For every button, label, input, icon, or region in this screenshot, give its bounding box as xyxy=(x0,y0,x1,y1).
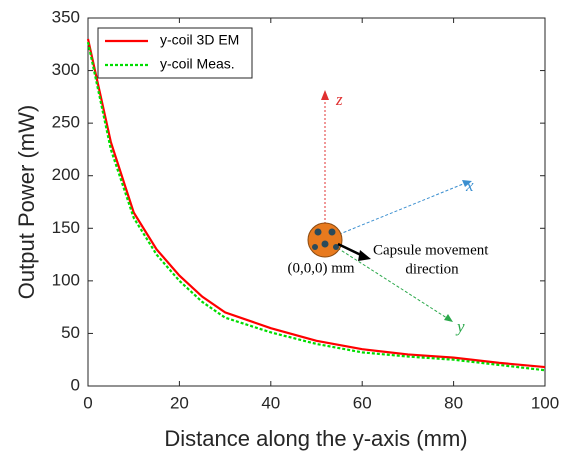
y-tick-label: 250 xyxy=(52,113,80,132)
movement-arrow xyxy=(337,242,364,258)
inset-diagram: z x y (0,0,0) mm Capsule movement direct… xyxy=(287,90,489,336)
x-tick-label: 100 xyxy=(531,393,559,412)
capsule-dot xyxy=(333,244,339,250)
legend-box xyxy=(97,27,253,79)
y-tick-label: 150 xyxy=(52,218,80,237)
y-tick-label: 300 xyxy=(52,60,80,79)
plot-frame xyxy=(87,17,546,387)
y-tick-label: 350 xyxy=(52,7,80,26)
series-line xyxy=(86,41,546,372)
origin-label: (0,0,0) mm xyxy=(287,260,354,276)
z-label: z xyxy=(335,90,343,109)
x-axis-label: Distance along the y-axis (mm) xyxy=(164,426,467,451)
x-tick-label: 40 xyxy=(261,393,280,412)
y-arrowhead xyxy=(444,314,453,322)
legend-label: y-coil 3D EM xyxy=(160,32,239,48)
y-label: y xyxy=(455,317,465,336)
y-tick-label: 200 xyxy=(52,165,80,184)
y-axis-label: Output Power (mW) xyxy=(14,105,39,299)
y-tick-label: 50 xyxy=(61,323,80,342)
x-label: x xyxy=(465,176,474,195)
x-tick-label: 20 xyxy=(170,393,189,412)
movement-arrowhead xyxy=(358,250,371,261)
capsule-dot xyxy=(314,228,322,236)
movement-label: Capsule movement xyxy=(373,242,489,258)
legend-label: y-coil Meas. xyxy=(160,56,235,72)
x-arrowhead xyxy=(462,180,472,187)
y-tick-label: 0 xyxy=(71,375,80,394)
z-arrowhead xyxy=(321,90,329,100)
x-tick-label: 60 xyxy=(353,393,372,412)
capsule-dot xyxy=(328,228,336,236)
x-arrow xyxy=(324,181,469,241)
x-tick-label: 0 xyxy=(83,393,92,412)
y-tick-label: 100 xyxy=(52,270,80,289)
x-tick-label: 80 xyxy=(444,393,463,412)
capsule-dot xyxy=(312,244,318,250)
capsule-dot xyxy=(321,240,329,248)
movement-label: direction xyxy=(405,261,459,277)
series-line xyxy=(86,38,546,369)
capsule xyxy=(307,222,343,258)
